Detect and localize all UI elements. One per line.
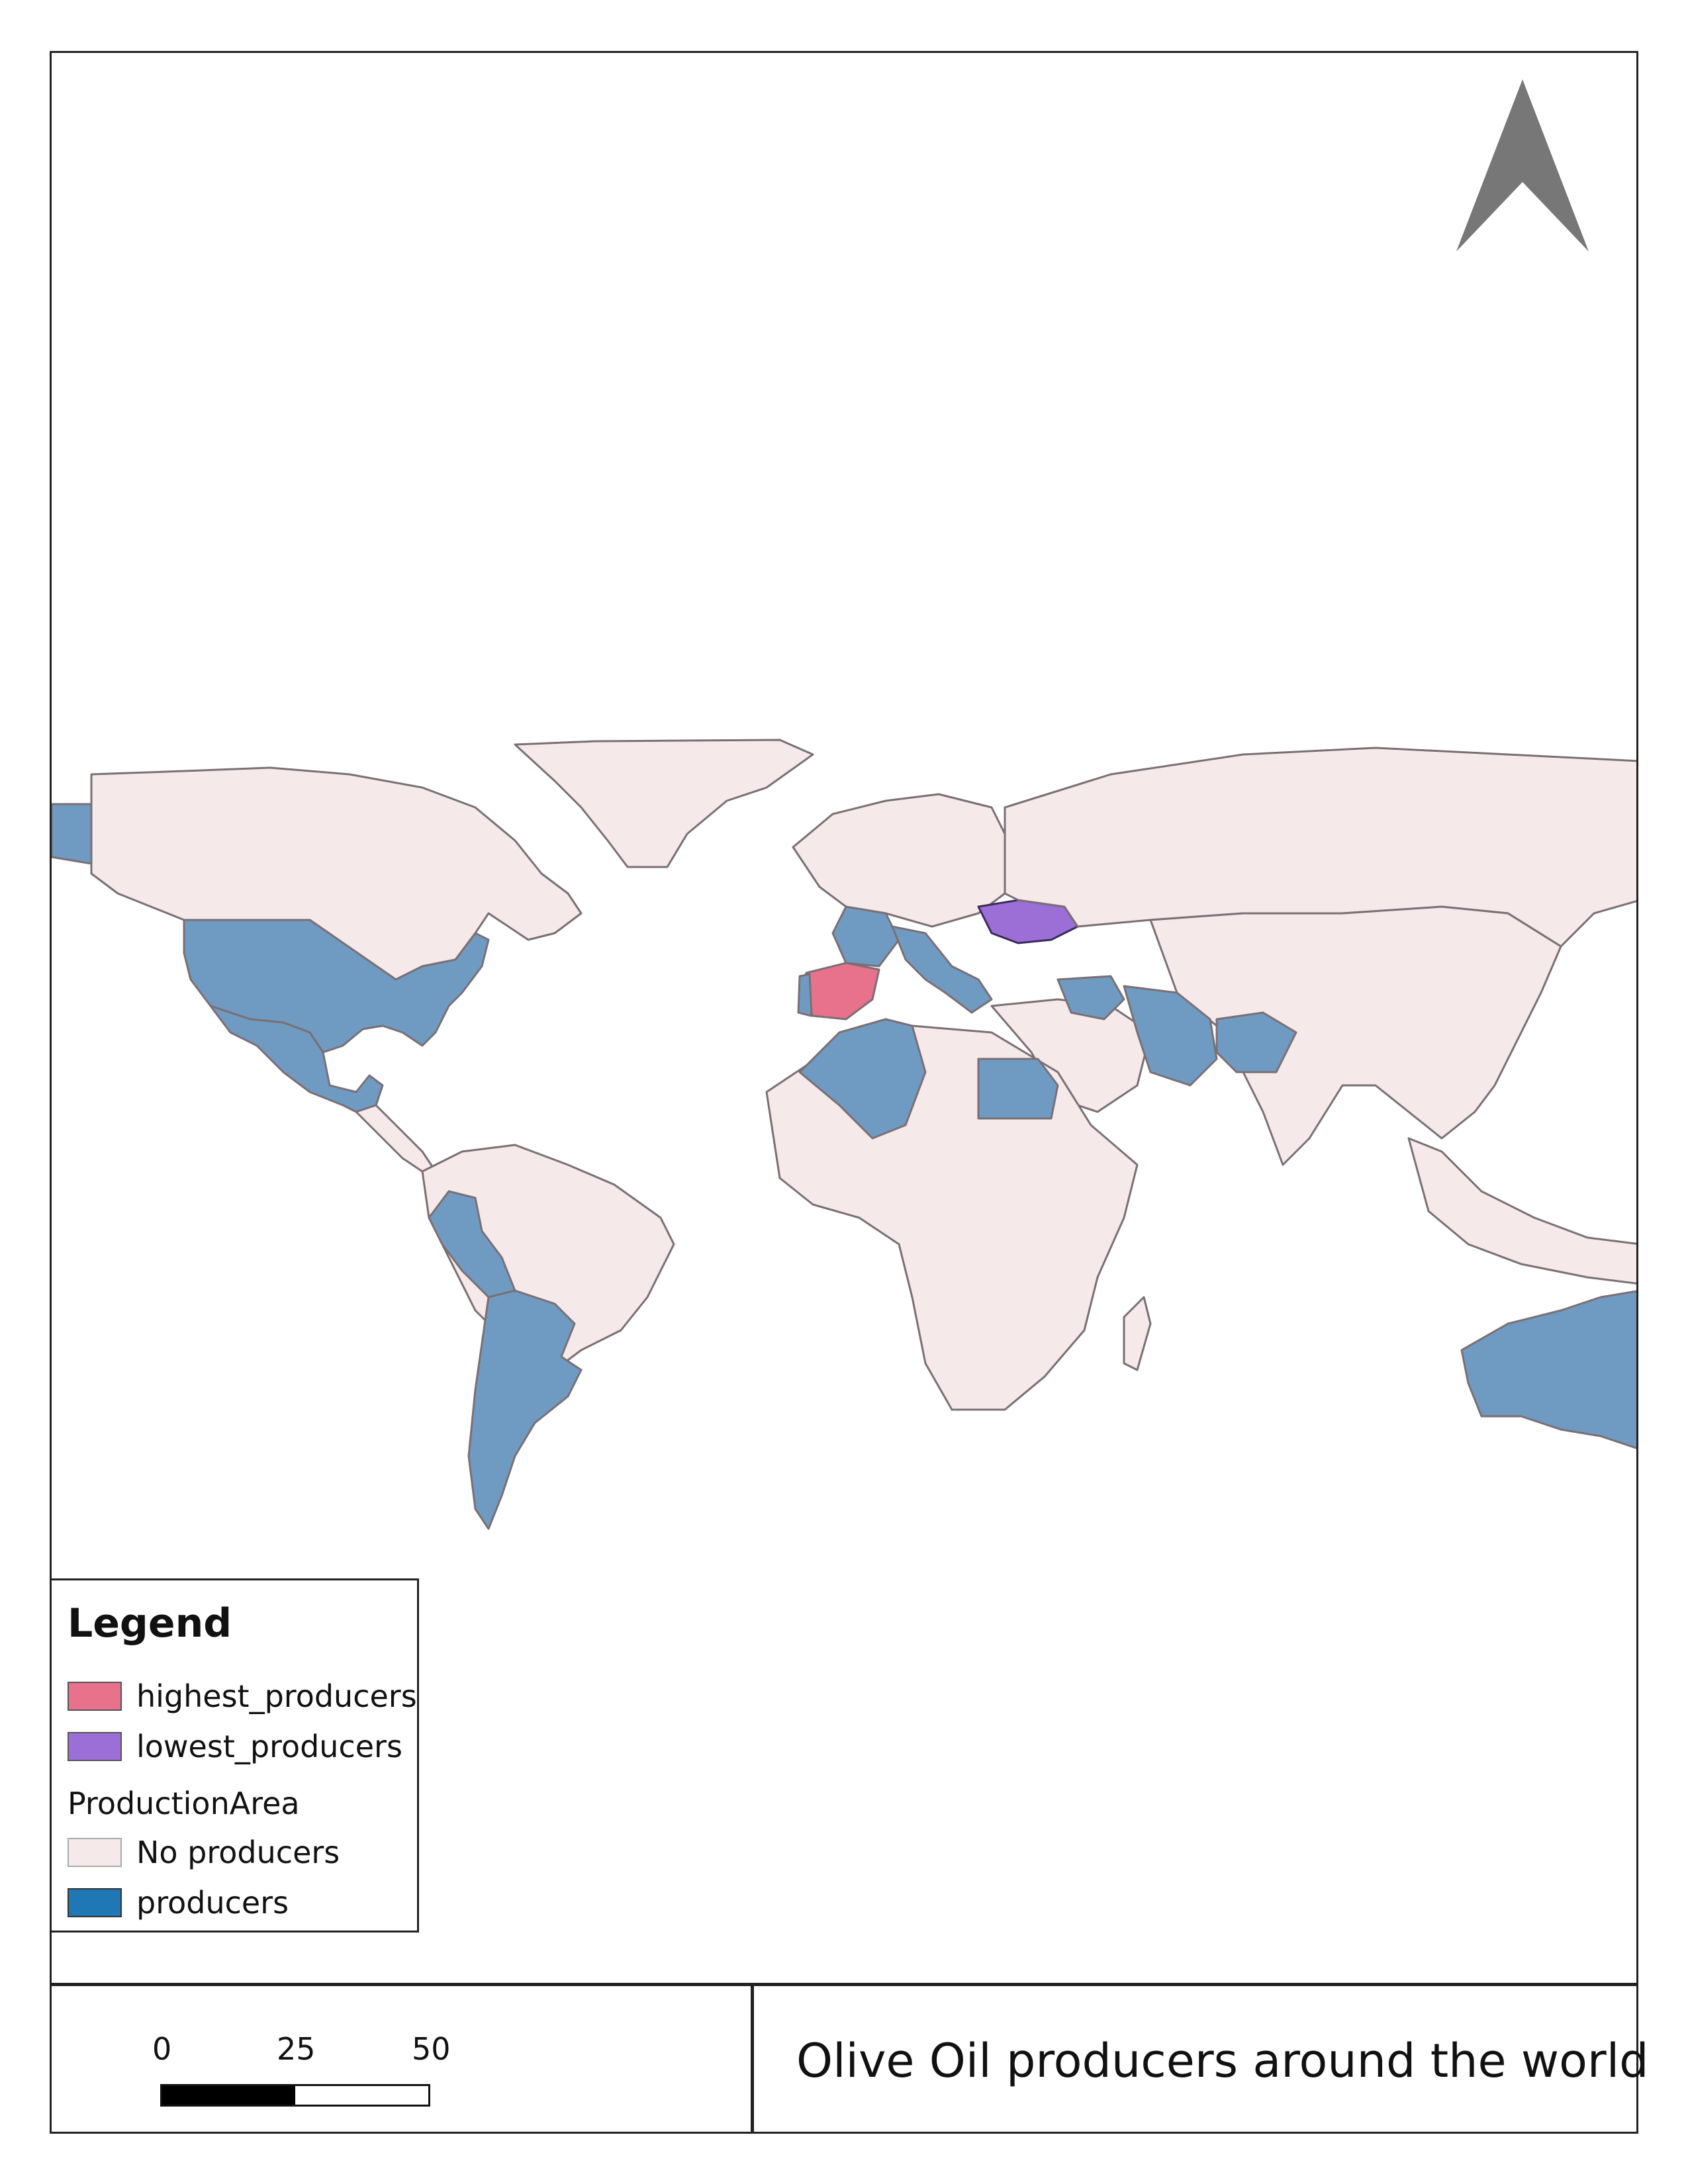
land-southeast-asia — [1407, 1137, 1636, 1285]
land-madagascar — [1123, 1296, 1152, 1371]
land-mexico — [209, 1005, 384, 1113]
legend-item-no-producers: No producers — [68, 1835, 340, 1870]
legend-swatch-no-producers — [68, 1838, 122, 1867]
title-panel: Olive Oil producers around the world — [751, 1984, 1649, 2134]
legend-swatch-lowest-producers — [68, 1732, 122, 1761]
land-afghanistan — [1215, 1011, 1297, 1073]
scale-segment-white — [295, 2086, 428, 2105]
legend-label: producers — [136, 1885, 289, 1921]
scale-bar — [160, 2084, 430, 2107]
land-italy-greece — [891, 925, 993, 1014]
land-turkey-syria — [1056, 975, 1125, 1021]
world-map — [52, 739, 1636, 1530]
scale-label-25: 25 — [277, 2031, 316, 2067]
land-china-india — [1149, 905, 1562, 1166]
map-title: Olive Oil producers around the world — [796, 2034, 1649, 2088]
north-arrow-icon — [1456, 79, 1589, 251]
scale-bar-panel: 0 25 50 — [50, 1984, 753, 2134]
scale-label-50: 50 — [412, 2031, 451, 2067]
land-portugal — [797, 973, 813, 1017]
scale-segment-black — [162, 2086, 295, 2105]
land-iran — [1123, 985, 1218, 1087]
legend-item-highest-producers: highest_producers — [68, 1678, 417, 1714]
legend-swatch-highest-producers — [68, 1682, 122, 1711]
land-argentina-chile — [467, 1289, 583, 1530]
legend-label: lowest_producers — [136, 1729, 402, 1764]
scale-label-0: 0 — [152, 2031, 172, 2067]
legend-label: highest_producers — [136, 1678, 417, 1714]
legend-label: No producers — [136, 1835, 340, 1870]
land-alaska — [52, 803, 93, 865]
land-central-america — [355, 1104, 437, 1173]
legend-title: Legend — [68, 1600, 232, 1647]
legend-group-title: ProductionArea — [68, 1786, 300, 1821]
land-north-africa-producers — [798, 1018, 927, 1140]
land-canada — [90, 766, 583, 981]
land-greenland — [514, 739, 814, 868]
land-australia — [1460, 1290, 1636, 1449]
legend-item-producers: producers — [68, 1885, 289, 1921]
land-peru — [428, 1190, 516, 1298]
legend-item-lowest-producers: lowest_producers — [68, 1729, 402, 1764]
legend-swatch-producers — [68, 1888, 122, 1917]
legend: Legend highest_producers lowest_producer… — [50, 1578, 419, 1933]
land-france — [831, 905, 900, 968]
land-egypt — [977, 1058, 1059, 1120]
